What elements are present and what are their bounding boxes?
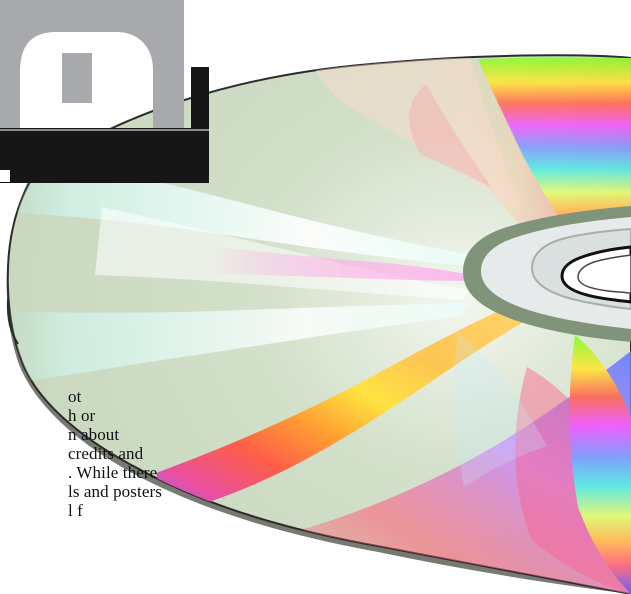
disc-reflection-layer: [7, 57, 631, 594]
disc-left-edge-line: [6, 298, 19, 345]
disc-hub: [463, 206, 631, 342]
logo-block: [0, 0, 209, 183]
